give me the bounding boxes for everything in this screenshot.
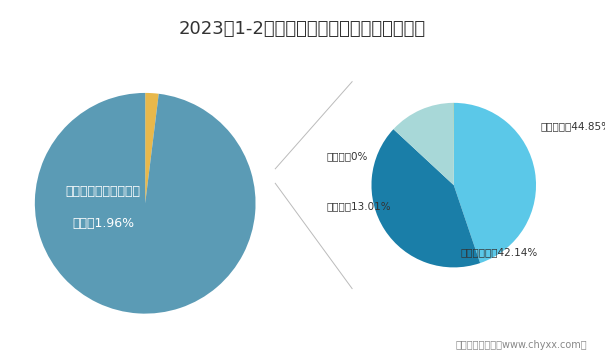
Wedge shape	[371, 129, 480, 268]
Text: 客运轮渡0%: 客运轮渡0%	[326, 151, 368, 161]
Text: 制图：智研咨询（www.chyxx.com）: 制图：智研咨询（www.chyxx.com）	[455, 340, 587, 350]
Text: 轨道交通13.01%: 轨道交通13.01%	[326, 201, 391, 211]
Wedge shape	[35, 93, 255, 314]
Text: 比重为1.96%: 比重为1.96%	[72, 216, 134, 229]
Text: 2023年1-2月云南省累计客运总量分类统计图: 2023年1-2月云南省累计客运总量分类统计图	[179, 20, 426, 38]
Wedge shape	[145, 93, 159, 203]
Text: 公共汽电车44.85%: 公共汽电车44.85%	[540, 121, 605, 131]
Text: 云南省客运总量占全国: 云南省客运总量占全国	[66, 185, 141, 198]
Wedge shape	[393, 103, 454, 185]
Text: 巡游出租汽车42.14%: 巡游出租汽车42.14%	[460, 248, 538, 258]
Wedge shape	[454, 103, 536, 263]
